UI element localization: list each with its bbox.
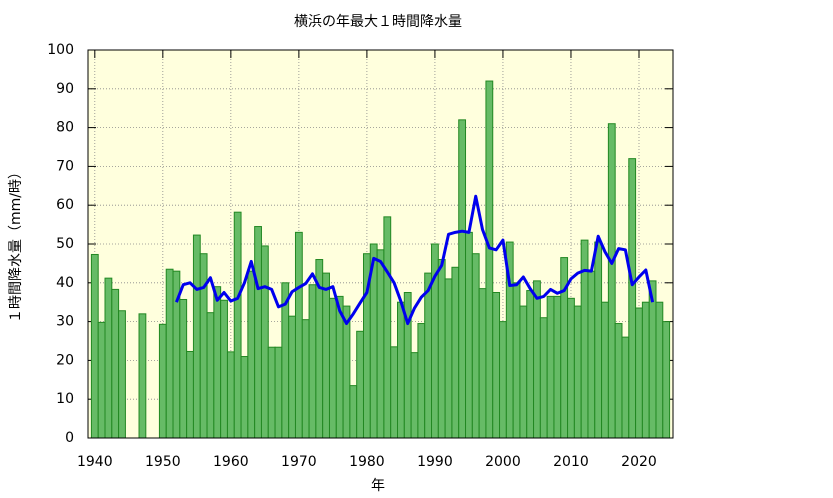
y-tick-label: 30 [56, 314, 74, 330]
x-tick-label: 1950 [145, 454, 181, 470]
bar [655, 301, 664, 439]
bar [621, 336, 630, 439]
x-tick-label: 2010 [553, 454, 589, 470]
bar [158, 323, 167, 439]
bar [186, 350, 194, 439]
bar [260, 245, 269, 439]
x-tick-label: 1940 [77, 454, 113, 470]
bar [607, 123, 616, 439]
bar [111, 288, 120, 439]
bar [213, 286, 222, 439]
bar [553, 295, 562, 439]
bar [179, 298, 188, 439]
y-tick-label: 80 [56, 120, 74, 136]
chart-title: 横浜の年最大１時間降水量 [294, 14, 462, 30]
bar [533, 280, 541, 439]
bar [662, 321, 671, 439]
bar [97, 321, 106, 439]
bar [465, 231, 473, 439]
bar [254, 226, 262, 439]
plot-frame [87, 49, 674, 439]
bar [294, 231, 303, 439]
bar [342, 305, 351, 439]
bar [635, 307, 643, 439]
bar [471, 253, 480, 439]
bar [641, 301, 650, 439]
bar [424, 272, 433, 439]
x-axis-label: 年 [371, 478, 385, 494]
bar [199, 253, 208, 439]
x-tick-label: 1980 [349, 454, 385, 470]
bar [478, 288, 487, 439]
bar [594, 241, 603, 439]
y-tick-label: 40 [56, 275, 74, 291]
bar [444, 278, 453, 439]
bar [308, 284, 317, 439]
y-tick-label: 60 [56, 197, 74, 213]
bar [220, 299, 228, 439]
bar [567, 297, 575, 439]
bar [601, 301, 609, 439]
bar [492, 292, 501, 439]
bar [247, 270, 256, 439]
bar [233, 211, 242, 439]
bar [614, 323, 623, 439]
bar [301, 319, 310, 439]
bar [356, 330, 364, 439]
bar [165, 268, 174, 439]
x-tick-label: 2020 [621, 454, 657, 470]
bar [410, 352, 419, 439]
bar [240, 356, 249, 439]
x-tick-label: 1960 [213, 454, 249, 470]
bar [546, 295, 555, 439]
bar [267, 346, 276, 439]
y-tick-label: 90 [56, 81, 74, 97]
bar [288, 315, 296, 439]
bar [322, 272, 330, 439]
bar [451, 266, 460, 439]
bar [526, 290, 535, 439]
bar [383, 216, 392, 439]
bar [499, 321, 507, 439]
bar [104, 277, 113, 439]
bar [485, 80, 494, 439]
y-tick-label: 10 [56, 391, 74, 407]
bar [417, 323, 426, 439]
bar [628, 158, 637, 439]
bar [512, 282, 521, 439]
y-tick-label: 0 [65, 430, 74, 446]
y-tick-label: 50 [56, 236, 74, 252]
bar [206, 312, 215, 439]
bar [539, 317, 548, 439]
bar [397, 301, 405, 439]
bar [390, 346, 399, 439]
x-tick-label: 1970 [281, 454, 317, 470]
bar [328, 297, 337, 439]
bar [648, 280, 657, 439]
bar [118, 310, 126, 439]
bar [274, 346, 283, 439]
bar [587, 270, 596, 439]
y-tick-label: 70 [56, 158, 74, 174]
line [175, 194, 655, 326]
bar [349, 385, 358, 439]
bar [226, 351, 235, 439]
bar [376, 249, 385, 439]
bar [90, 253, 99, 439]
bar [437, 259, 446, 439]
x-tick-label: 2000 [485, 454, 521, 470]
bar [519, 305, 528, 439]
bar [192, 234, 201, 439]
y-axis-label: １時間降水量（mm/時） [8, 165, 24, 323]
x-tick-label: 1990 [417, 454, 453, 470]
y-tick-label: 20 [56, 352, 74, 368]
y-tick-label: 100 [47, 42, 74, 58]
bar [573, 305, 582, 439]
bar [138, 313, 147, 439]
bar [458, 119, 467, 439]
